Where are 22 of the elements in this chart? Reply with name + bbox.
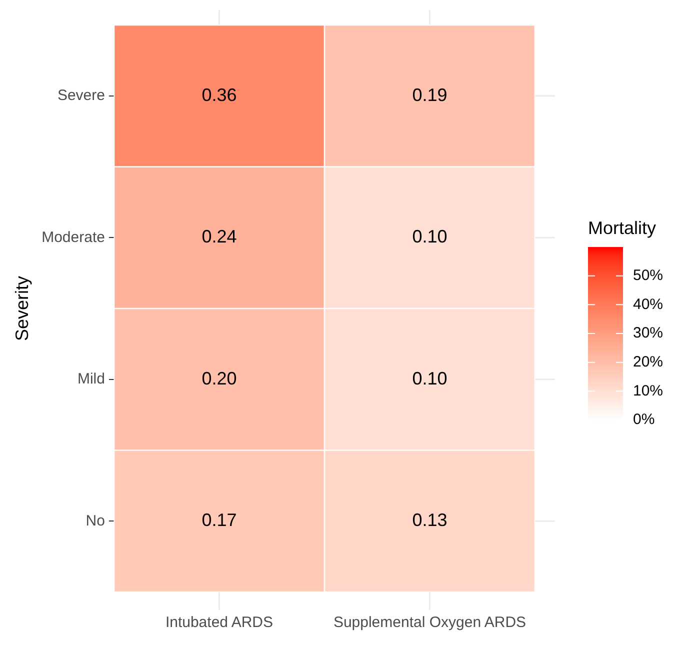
color-bar-label: 0% — [633, 411, 655, 428]
data-label: 0.17 — [202, 510, 237, 530]
y-tick-label: No — [86, 512, 105, 530]
data-label: 0.10 — [412, 368, 448, 388]
data-label: 0.19 — [412, 84, 448, 105]
color-bar-label: 10% — [633, 382, 664, 400]
color-bar-label: 50% — [633, 266, 664, 284]
y-tick-label: Severe — [57, 87, 105, 104]
color-bar-title: Mortality — [588, 218, 656, 238]
color-bar-label: 40% — [633, 296, 664, 313]
y-tick-label: Mild — [77, 370, 105, 388]
color-bar-label: 30% — [633, 324, 664, 342]
data-label: 0.13 — [412, 510, 448, 530]
y-tick-label: Moderate — [42, 228, 105, 246]
color-bar-label: 20% — [633, 353, 664, 370]
x-tick-label: Supplemental Oxygen ARDS — [333, 614, 526, 632]
data-label: 0.24 — [202, 226, 237, 247]
data-label: 0.20 — [202, 368, 237, 388]
x-tick-label: Intubated ARDS — [165, 614, 274, 632]
data-label: 0.36 — [202, 84, 237, 105]
y-axis-title: Severity — [12, 276, 32, 342]
data-label: 0.10 — [412, 226, 448, 247]
